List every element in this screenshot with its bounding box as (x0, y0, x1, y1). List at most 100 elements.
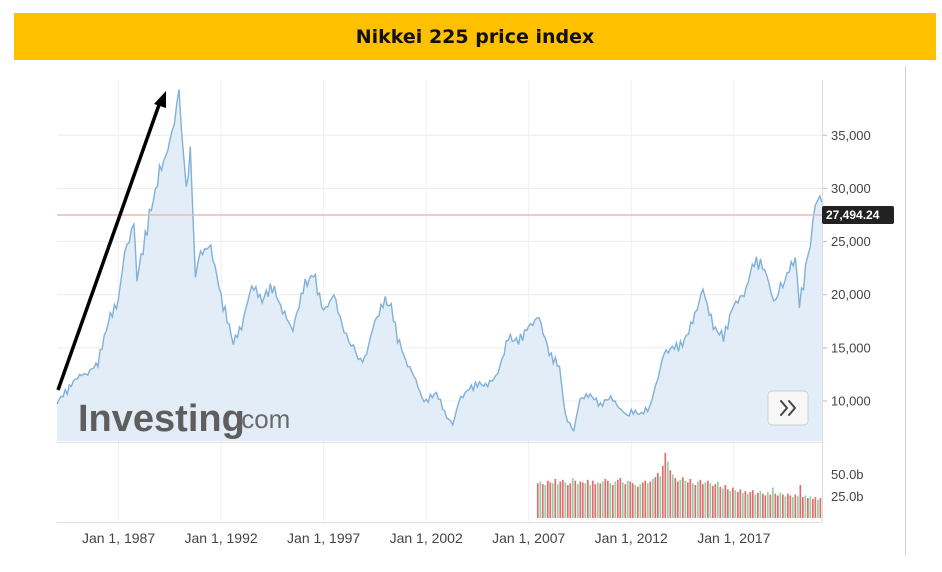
volume-bar (789, 495, 792, 518)
y-tick-label: 30,000 (831, 181, 871, 196)
current-price-label-text: 27,494.24 (826, 208, 880, 222)
volume-bar (561, 479, 564, 518)
volume-bar (586, 479, 589, 518)
volume-bar (679, 479, 682, 518)
volume-bar (764, 495, 767, 518)
volume-bar (729, 491, 732, 518)
y-tick-label: 35,000 (831, 128, 871, 143)
volume-bar (581, 482, 584, 518)
y-axis-ticks: 10,000 15,000 20,000 25,000 30,000 35,000 (822, 128, 871, 409)
volume-bar (756, 492, 759, 518)
volume-bar (704, 482, 707, 518)
chart-title-bar: Nikkei 225 price index (14, 13, 936, 60)
volume-bar (551, 483, 554, 518)
volume-bar (724, 485, 727, 518)
volume-bar (661, 465, 664, 518)
volume-bar (576, 484, 579, 518)
volume-bar (694, 485, 697, 518)
volume-bar (636, 486, 639, 518)
price-area-fill (57, 89, 822, 442)
volume-bar (671, 474, 674, 518)
volume-bar (589, 485, 592, 518)
volume-bar (659, 476, 662, 518)
volume-bar (779, 492, 782, 518)
volume-bar (686, 482, 689, 518)
volume-bar (594, 484, 597, 518)
current-price-label: 27,494.24 (822, 206, 894, 225)
volume-bar (796, 496, 799, 518)
chart-title: Nikkei 225 price index (355, 25, 595, 48)
volume-bar (744, 491, 747, 518)
volume-bar (646, 483, 649, 518)
volume-bar (766, 491, 769, 518)
volume-bar (666, 461, 669, 518)
volume-bar (819, 498, 822, 518)
volume-bar (609, 483, 612, 518)
volume-bar (799, 485, 802, 518)
volume-bar (746, 493, 749, 518)
volume-bar (734, 490, 737, 518)
investing-watermark-logo: Investing .com (78, 398, 290, 440)
volume-bar (814, 497, 817, 518)
volume-bar (631, 483, 634, 518)
volume-bar (654, 477, 657, 518)
volume-bar (731, 487, 734, 518)
volume-bar (549, 482, 552, 518)
y-tick-label: 15,000 (831, 340, 871, 355)
volume-bar (689, 478, 692, 518)
volume-bar (771, 487, 774, 518)
volume-bars (536, 452, 822, 518)
volume-axis-ticks: 25.0b 50.0b (831, 467, 864, 504)
x-tick-label: Jan 1, 2007 (492, 530, 565, 546)
volume-bar (614, 481, 617, 518)
volume-bar (701, 484, 704, 518)
volume-bar (794, 494, 797, 518)
volume-bar (719, 486, 722, 518)
y-tick-label: 25,000 (831, 234, 871, 249)
volume-bar (741, 492, 744, 518)
volume-bar (699, 479, 702, 518)
volume-bar (807, 498, 809, 518)
volume-bar (706, 480, 709, 518)
volume-bar (691, 483, 694, 518)
volume-bar (571, 478, 574, 518)
volume-bar (601, 481, 604, 518)
volume-bar (786, 493, 789, 518)
volume-bar (684, 480, 687, 518)
volume-bar (801, 497, 804, 518)
volume-bar (566, 485, 569, 518)
volume-bar (809, 496, 812, 518)
current-price-label-bg (822, 206, 894, 225)
volume-bar (591, 480, 594, 518)
volume-bar (599, 483, 602, 518)
volume-bar (569, 483, 572, 518)
volume-bar (776, 495, 779, 518)
volume-bar (739, 489, 742, 518)
volume-bar (726, 489, 729, 518)
volume-bar (714, 484, 717, 518)
volume-bar (626, 480, 629, 518)
volume-bar (716, 481, 719, 518)
volume-bar (711, 485, 714, 518)
double-chevron-right-icon[interactable] (780, 400, 796, 416)
y-tick-label: 20,000 (831, 287, 871, 302)
volume-bar (559, 481, 562, 518)
volume-bar (696, 481, 699, 518)
volume-bar (639, 484, 642, 518)
volume-bar (656, 472, 659, 518)
price-line (56, 89, 823, 433)
volume-bar (812, 498, 814, 518)
volume-bar (721, 488, 724, 518)
volume-bar (681, 477, 684, 518)
volume-bar (749, 491, 752, 518)
volume-bar (664, 452, 667, 518)
volume-bar (539, 481, 542, 518)
expand-chart-button[interactable] (767, 390, 809, 426)
trend-arrow-annotation (56, 91, 166, 391)
watermark-brand: Investing (78, 398, 245, 440)
x-tick-label: Jan 1, 2012 (595, 530, 668, 546)
arrowhead (154, 91, 166, 108)
volume-tick-label: 25.0b (831, 489, 864, 504)
x-axis-ticks: Jan 1, 1987 Jan 1, 1992 Jan 1, 1997 Jan 1, … (57, 80, 823, 546)
